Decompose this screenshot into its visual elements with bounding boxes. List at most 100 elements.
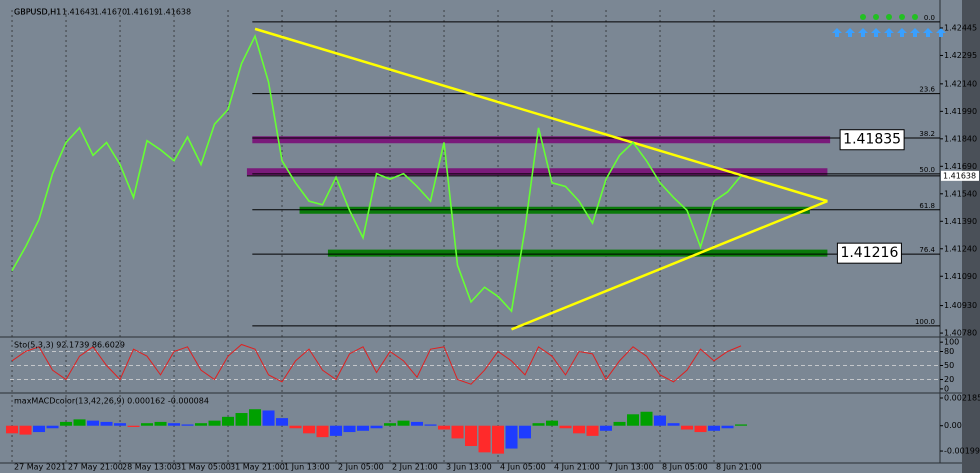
histogram-bar — [681, 425, 694, 430]
histogram-bar — [559, 425, 572, 429]
y-tick-label: 100 — [944, 338, 959, 347]
y-tick-label: 0.00 — [944, 421, 962, 430]
ohlc-value: 1.41670 — [94, 8, 127, 17]
y-tick-label: 1.41240 — [944, 244, 977, 253]
histogram-bar — [330, 425, 343, 436]
histogram-bar — [181, 424, 194, 426]
histogram-bar — [586, 425, 599, 436]
histogram-bar — [370, 425, 383, 429]
histogram-bar — [249, 409, 262, 426]
panel-title: Sto(5,3,3) 92.1739 86.6029 — [14, 341, 125, 350]
histogram-bar — [222, 416, 235, 426]
price-box-label: 1.41835 — [843, 132, 901, 148]
histogram-bar — [384, 423, 397, 426]
histogram-bar — [397, 420, 410, 426]
series-line — [11, 34, 742, 313]
histogram-bar — [343, 425, 356, 433]
x-tick-label: 8 Jun 05:00 — [662, 463, 708, 472]
histogram-bar — [87, 420, 100, 426]
panel-title: GBPUSD,H1 — [14, 8, 61, 17]
x-tick-label: 7 Jun 13:00 — [608, 463, 654, 472]
x-tick-label: 31 May 21:00 — [230, 463, 285, 472]
histogram-bar — [6, 425, 19, 434]
signal-arrows — [832, 28, 946, 37]
x-tick-label: 28 May 13:00 — [122, 463, 177, 472]
histogram-bar — [235, 413, 248, 426]
y-tick-label: 0.002185 — [944, 393, 980, 402]
histogram-bar — [262, 410, 275, 426]
fib-label: 100.0 — [915, 318, 935, 326]
panel-title: maxMACDcolor(13,42,26,9) 0.000162 -0.000… — [14, 397, 209, 406]
ohlc-value: 1.41643 — [62, 8, 95, 17]
histogram-bar — [127, 425, 140, 427]
x-tick-label: 27 May 2021 — [14, 463, 66, 472]
series-line — [11, 343, 742, 385]
histogram-bar — [478, 425, 491, 453]
ohlc-value: 1.41638 — [158, 8, 191, 17]
symbol-title: GBPUSD,H1 — [14, 8, 61, 17]
trend-line — [254, 27, 828, 203]
ohlc-value: 1.41619 — [126, 8, 159, 17]
histogram-bar — [465, 425, 478, 447]
histogram-bar — [721, 425, 734, 429]
histogram-bar — [100, 421, 113, 426]
y-tick-label: 1.41840 — [944, 134, 977, 143]
histogram-bar — [19, 425, 32, 435]
histogram-bar — [60, 421, 73, 426]
y-tick-label: 1.40930 — [944, 301, 977, 310]
histogram-bar — [141, 423, 154, 426]
x-tick-label: 4 Jun 21:00 — [554, 463, 600, 472]
last-price-label: 1.41638 — [943, 171, 976, 180]
trend-line — [511, 199, 828, 331]
histogram-bar — [654, 415, 667, 426]
histogram-bar — [694, 425, 707, 433]
histogram-bar — [195, 423, 208, 426]
histogram-bar — [357, 425, 370, 431]
last-price-tag — [941, 170, 979, 181]
y-tick-label: 1.42140 — [944, 79, 977, 88]
y-tick-label: 0 — [944, 384, 949, 393]
y-tick-label: 1.41990 — [944, 107, 977, 116]
side-strip — [962, 0, 980, 473]
fib-label: 0.0 — [924, 14, 935, 22]
y-tick-label: 50 — [944, 361, 954, 370]
y-tick-label: 1.41090 — [944, 272, 977, 281]
histogram-bar — [33, 425, 46, 433]
histogram-bar — [573, 425, 586, 434]
histogram-bar — [735, 424, 748, 426]
histogram-bar — [438, 425, 451, 430]
histogram-bar — [411, 421, 424, 426]
x-tick-label: 31 May 05:00 — [176, 463, 231, 472]
histogram-bar — [627, 414, 640, 426]
histogram-bar — [154, 421, 167, 426]
histogram-bar — [289, 425, 302, 429]
price-box — [836, 242, 902, 264]
histogram-bar — [546, 420, 559, 426]
histogram-bar — [73, 419, 86, 426]
histogram-bar — [640, 411, 653, 426]
x-tick-label: 1 Jun 13:00 — [284, 463, 330, 472]
y-tick-label: 20 — [944, 375, 954, 384]
histogram-bar — [424, 424, 437, 426]
histogram-bar — [114, 423, 127, 426]
histogram-bar — [613, 421, 626, 426]
price-box — [839, 129, 905, 151]
x-tick-label: 2 Jun 21:00 — [392, 463, 438, 472]
x-tick-label: 2 Jun 05:00 — [338, 463, 384, 472]
fib-label: 76.4 — [919, 246, 935, 254]
histogram-bar — [46, 425, 59, 429]
x-tick-label: 8 Jun 21:00 — [716, 463, 762, 472]
histogram-bar — [667, 423, 680, 426]
price-box-label: 1.41216 — [840, 245, 898, 261]
histogram-bar — [276, 418, 289, 426]
y-tick-label: 1.41540 — [944, 189, 977, 198]
histogram-bar — [451, 425, 464, 439]
fib-label: 61.8 — [919, 202, 935, 210]
histogram-bar — [168, 423, 181, 426]
histogram-bar — [708, 425, 721, 431]
x-tick-label: 3 Jun 13:00 — [446, 463, 492, 472]
y-tick-label: -0.001996 — [944, 447, 980, 456]
signal-dots — [860, 14, 918, 20]
